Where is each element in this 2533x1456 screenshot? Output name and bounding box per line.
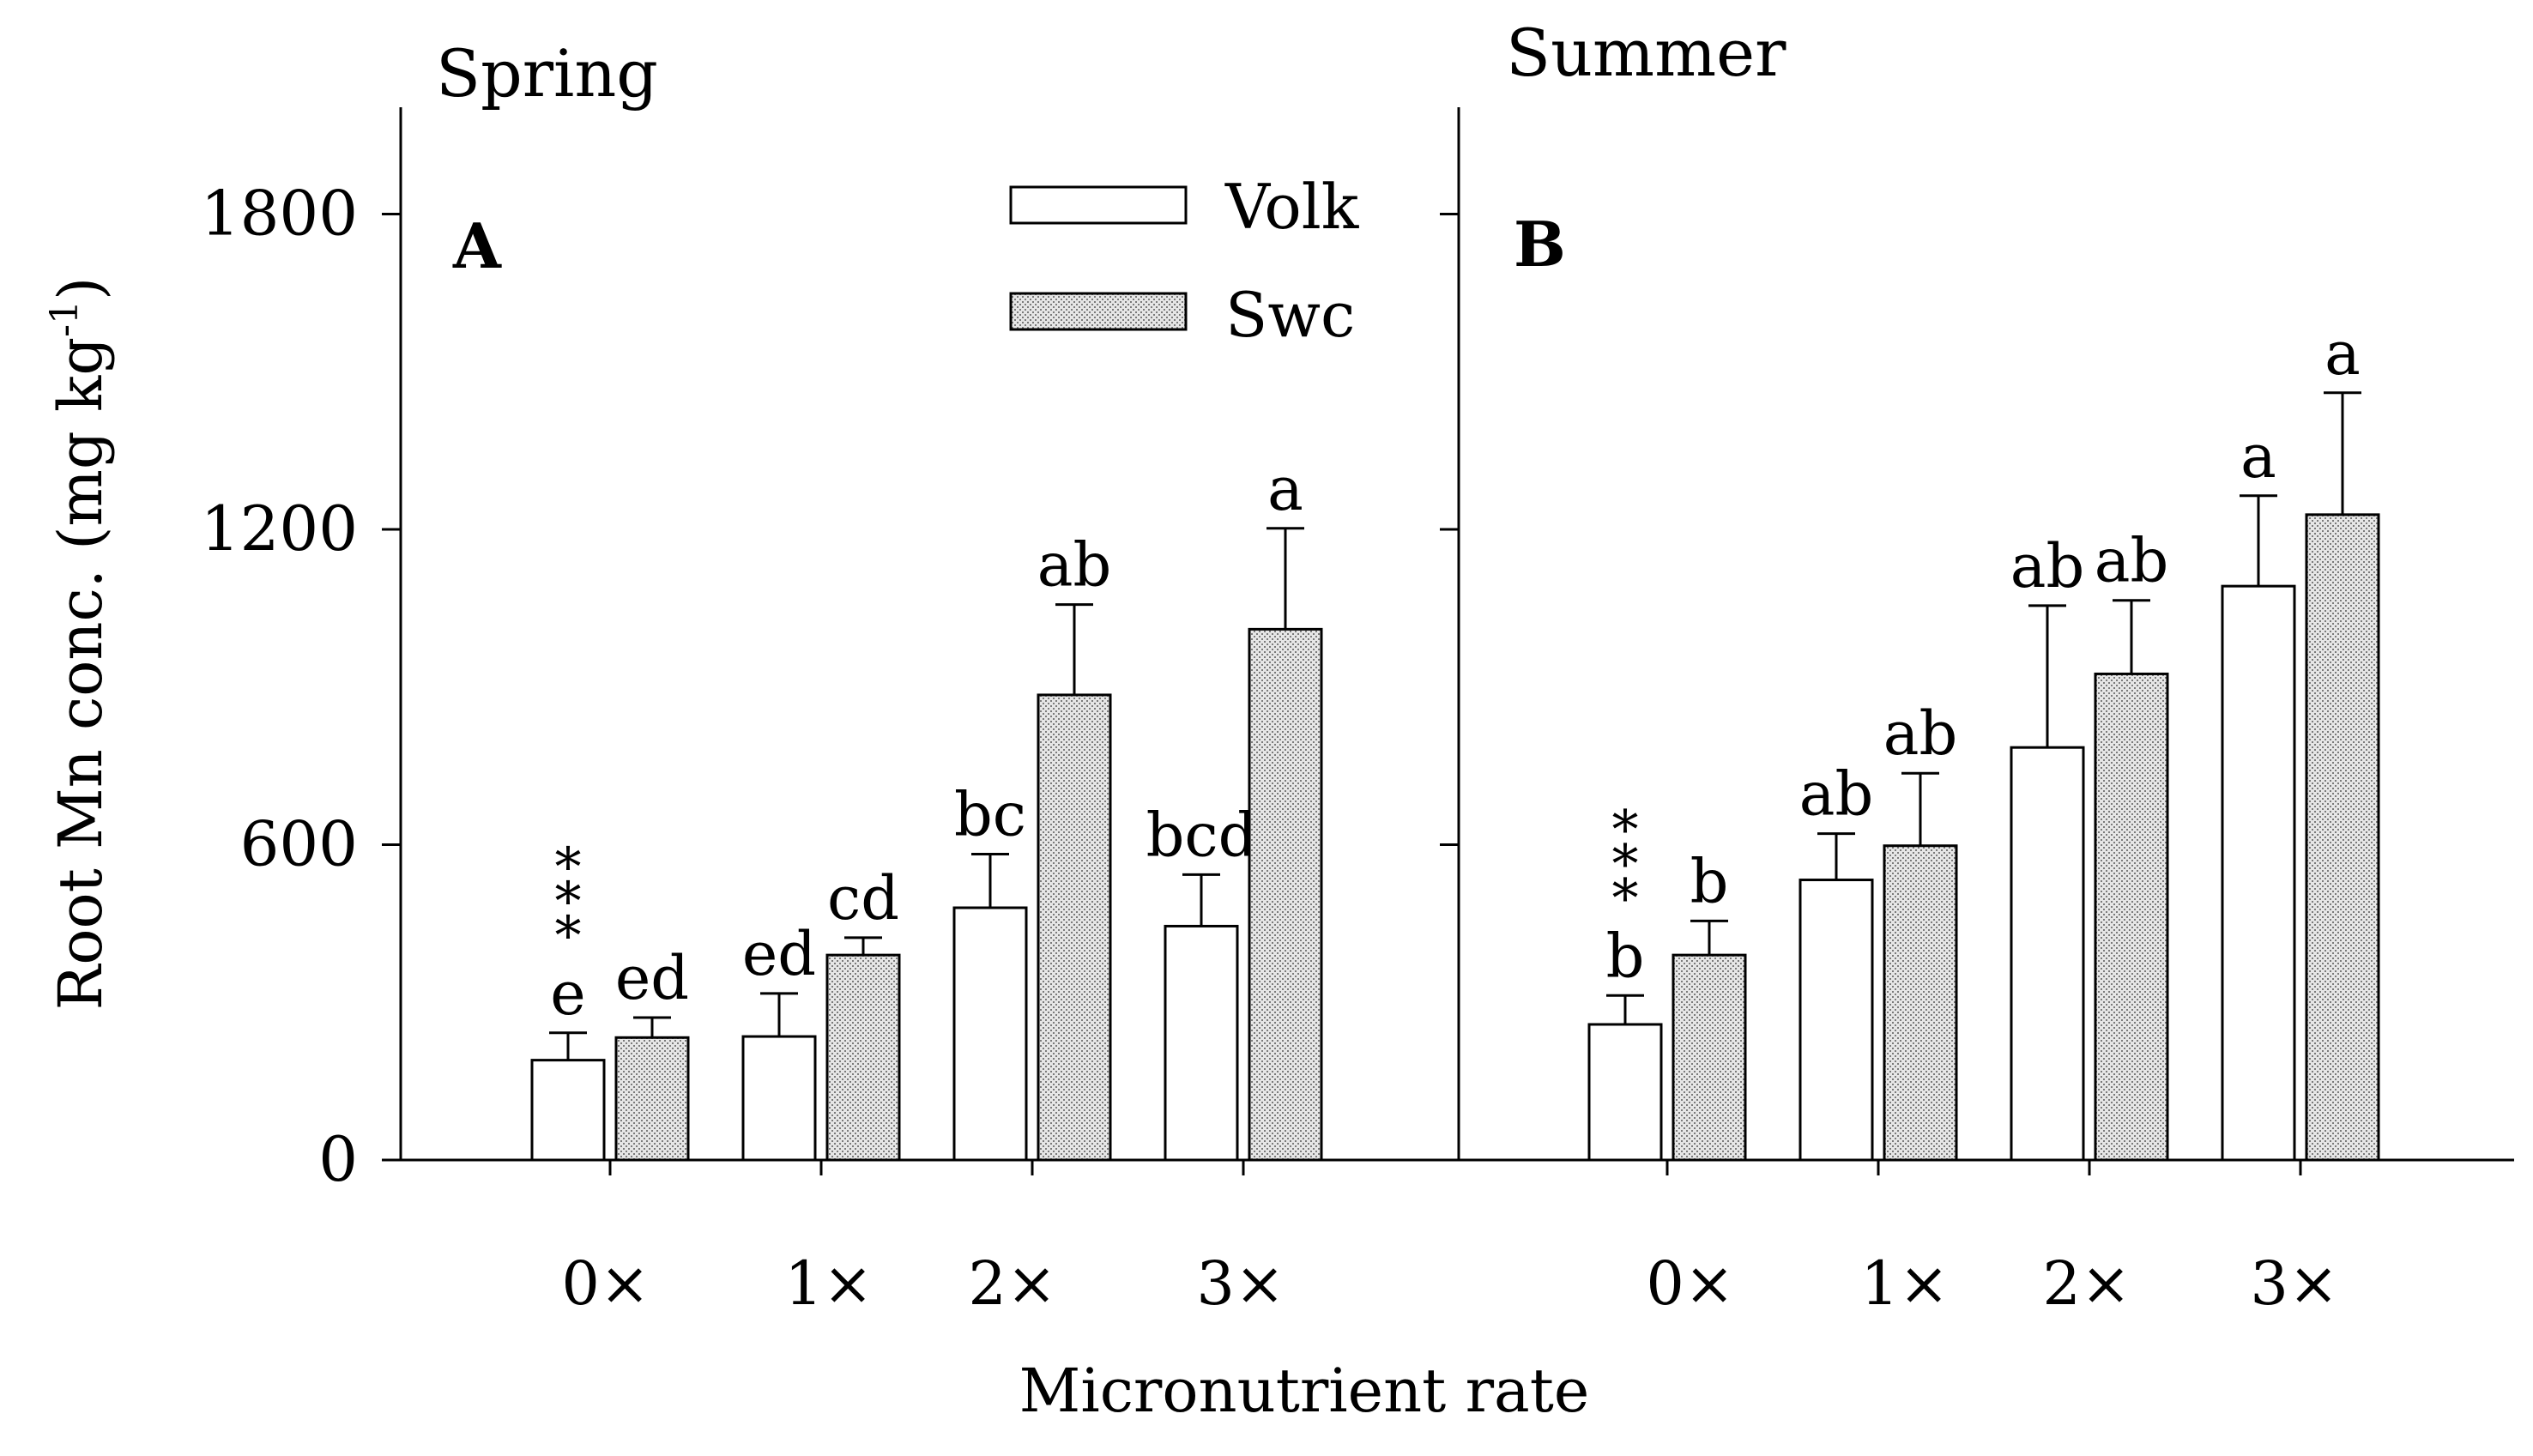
bar-volk [1164, 924, 1239, 1162]
x-tick-label: 3× [2250, 1248, 2338, 1319]
bar-volk [2010, 746, 2085, 1162]
bar-swc [2094, 672, 2169, 1162]
panel-letter-a: A [452, 209, 502, 282]
bar-volk [2221, 584, 2296, 1162]
y-tick-label: 1200 [201, 492, 358, 565]
significance-marker: *** [555, 836, 582, 967]
data-label-letter: ab [2010, 531, 2085, 601]
bar-volk [741, 1035, 817, 1162]
x-tick-label: 1× [784, 1248, 873, 1319]
bar-swc [1672, 953, 1747, 1162]
data-label-letter: ed [742, 919, 816, 989]
legend: Volk Swc [1009, 171, 1360, 351]
y-tick-label: 1800 [201, 178, 358, 250]
data-label-letter: b [1690, 846, 1729, 916]
bar-volk [952, 906, 1028, 1162]
bar-swc [1037, 693, 1112, 1162]
legend-label-volk: Volk [1224, 171, 1360, 243]
bar-volk [530, 1059, 606, 1162]
data-label-letter: a [1267, 454, 1303, 524]
data-label-letter: a [2324, 318, 2361, 389]
bar-swc [1248, 627, 1323, 1162]
data-label-letter: ed [615, 943, 689, 1013]
panel-title-a: Spring [436, 35, 658, 112]
legend-swatch-volk [1009, 185, 1188, 225]
bar-volk [1798, 879, 1874, 1162]
x-tick-label: 2× [968, 1248, 1056, 1319]
y-axis-label: Root Mn conc. (mg kg-1) [43, 277, 116, 1011]
data-label-letter: bc [954, 780, 1026, 850]
y-axis-label-superscript: -1 [43, 300, 87, 337]
significance-star: * [1612, 867, 1639, 929]
data-label-letter: cd [827, 863, 899, 933]
bar-swc [2305, 513, 2380, 1162]
bar-swc [614, 1036, 690, 1162]
significance-star: * [1612, 832, 1639, 895]
legend-label-swc: Swc [1225, 279, 1355, 351]
data-label-letter: b [1606, 921, 1645, 991]
data-label-letter: ab [2095, 526, 2169, 596]
data-label-letter: bcd [1146, 800, 1257, 870]
data-label-letter: ab [1883, 698, 1958, 769]
legend-swatch-swc [1009, 292, 1188, 331]
data-label-letter: e [550, 958, 585, 1029]
bar-swc [1883, 844, 1958, 1162]
significance-star: * [555, 870, 582, 933]
x-tick-label: 1× [1860, 1248, 1949, 1319]
x-tick-label: 0× [561, 1248, 650, 1319]
x-tick-label: 2× [2042, 1248, 2131, 1319]
panel-letter-b: B [1514, 208, 1566, 281]
x-tick-label: 3× [1196, 1248, 1285, 1319]
data-label-letter: ab [1799, 759, 1874, 830]
data-label-letter: ab [1037, 530, 1112, 601]
x-axis-label: Micronutrient rate [1019, 1356, 1590, 1426]
bar-swc [825, 953, 901, 1162]
data-label-letter: a [2240, 421, 2276, 492]
significance-marker: *** [1612, 798, 1639, 929]
x-tick-label: 0× [1646, 1248, 1734, 1319]
y-tick-label: 0 [318, 1123, 358, 1195]
significance-star: * [1612, 798, 1639, 861]
panel-title-b: Summer [1506, 15, 1786, 91]
bar-volk [1587, 1023, 1663, 1162]
significance-star: * [555, 904, 582, 967]
y-tick-label: 600 [240, 808, 358, 880]
significance-star: * [555, 836, 582, 898]
